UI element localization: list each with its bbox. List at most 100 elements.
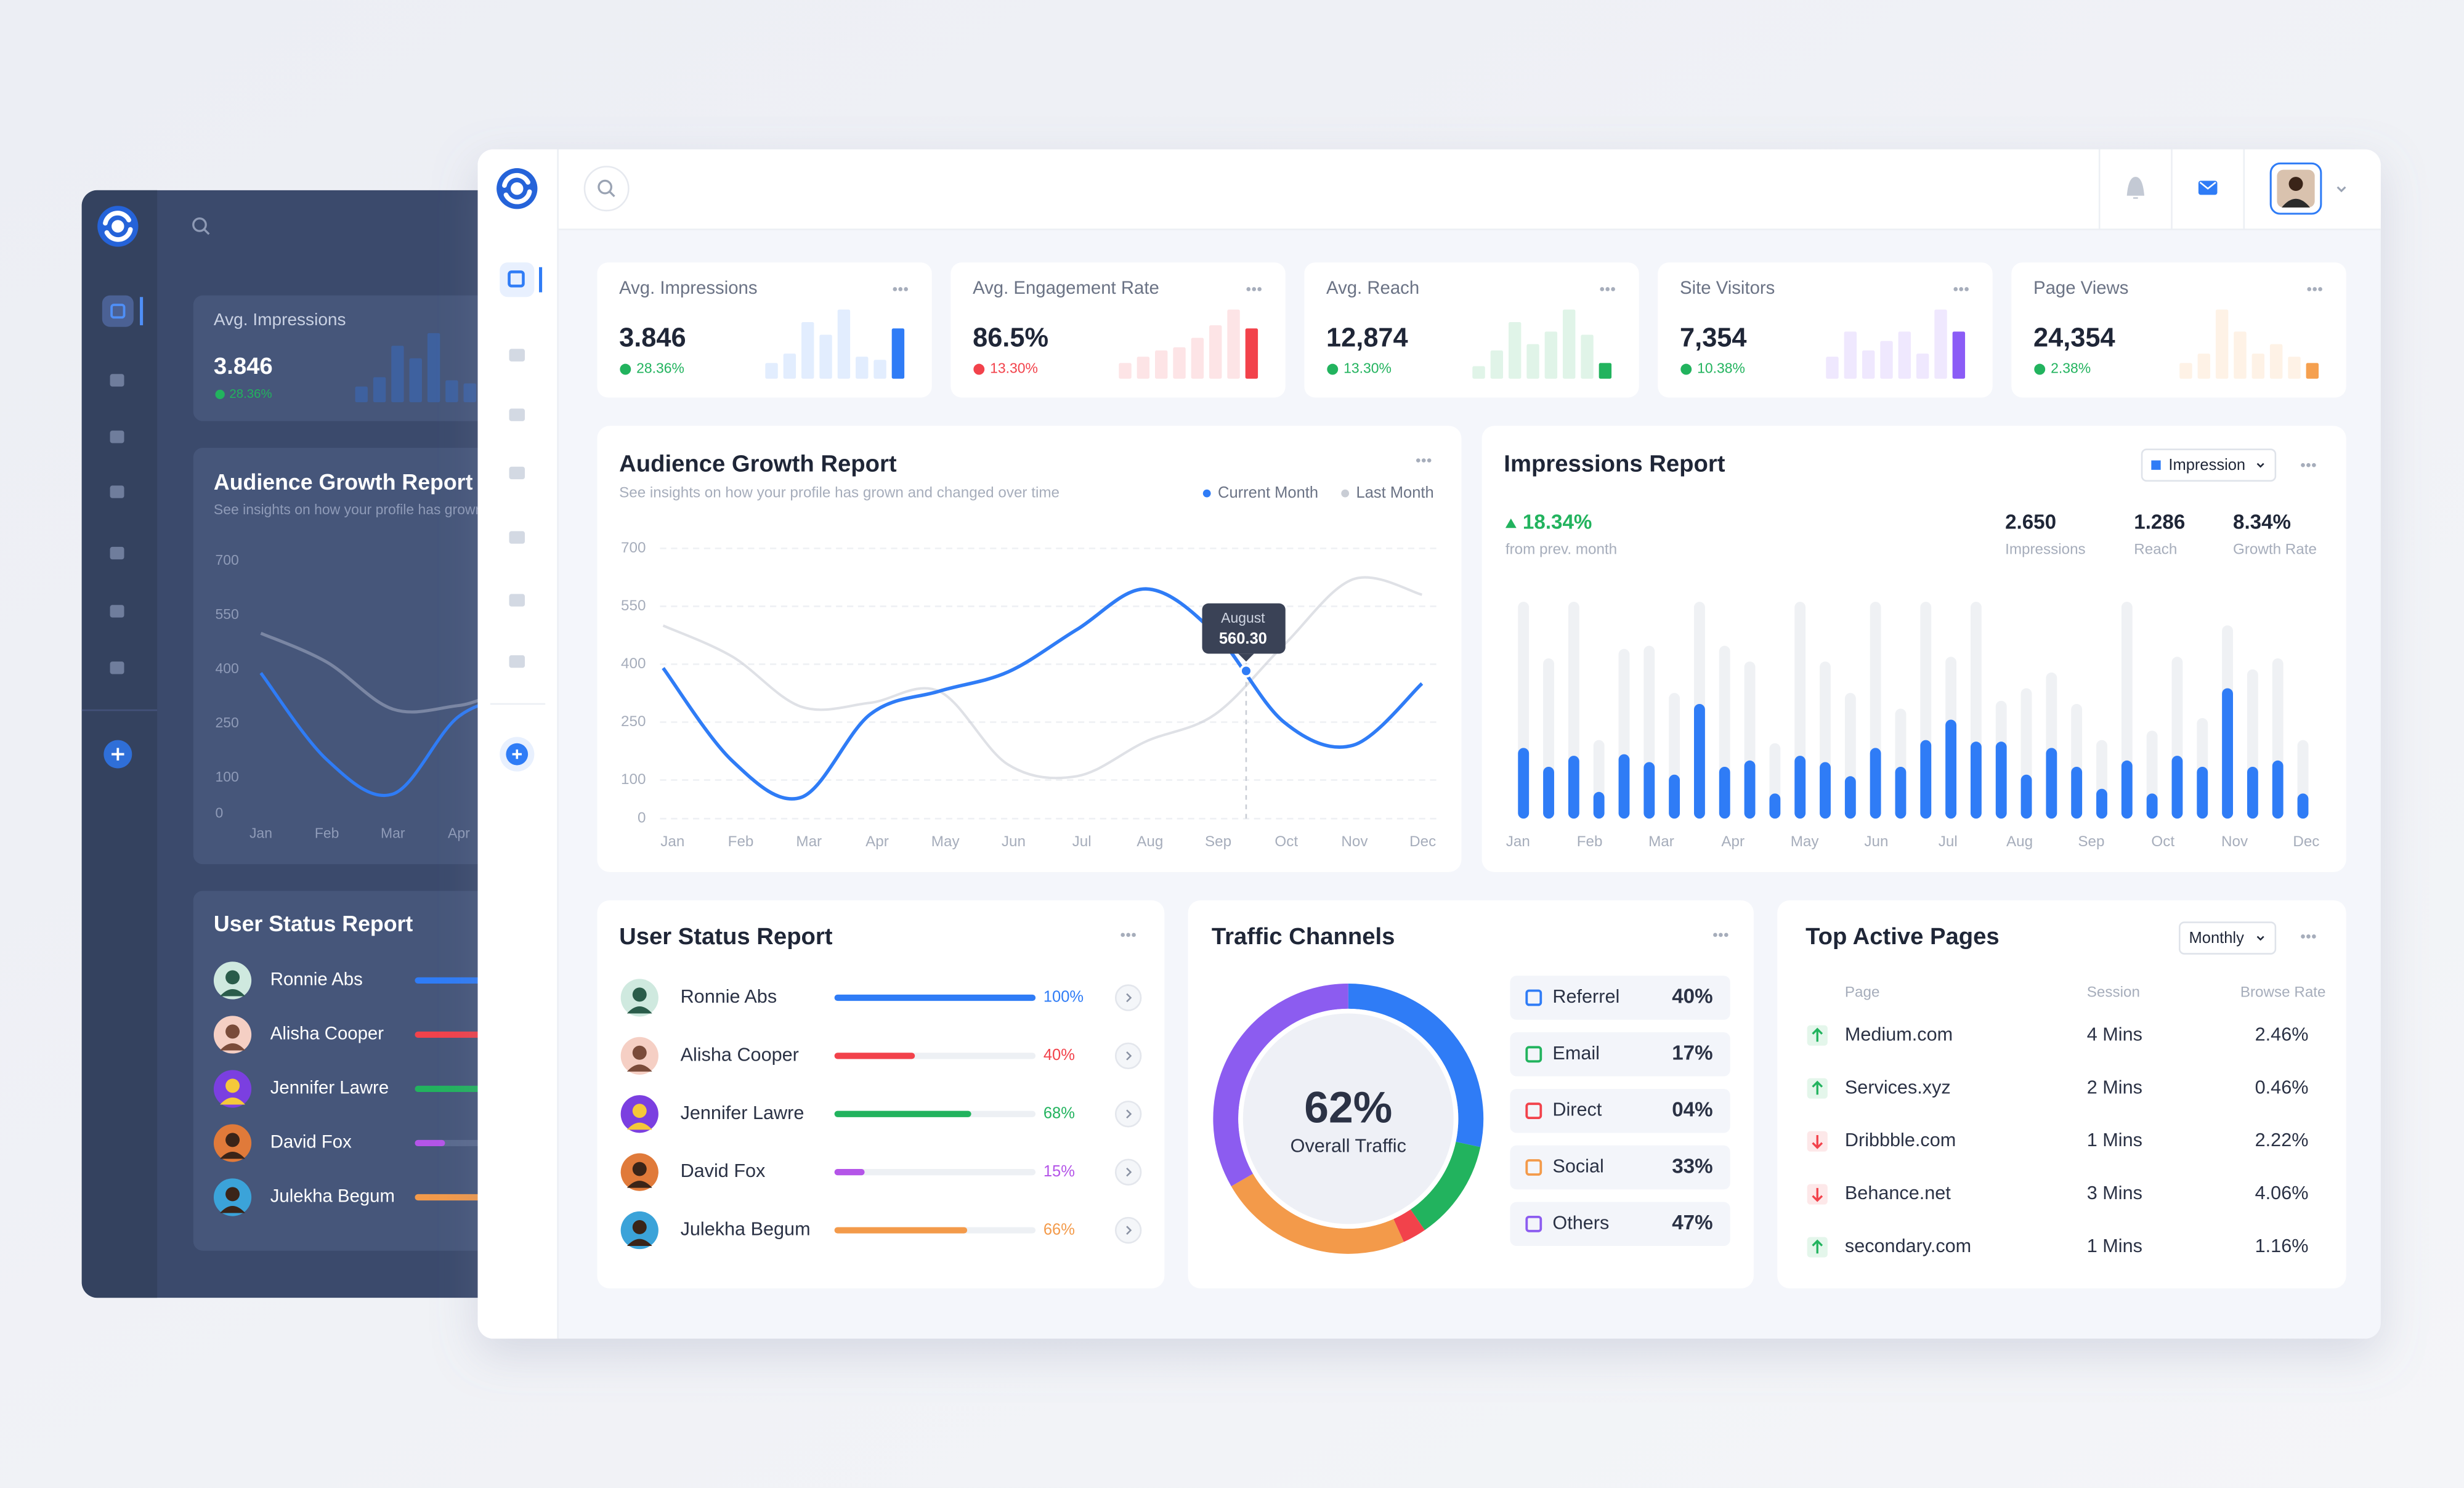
user-progress xyxy=(834,1169,865,1176)
menu-dot xyxy=(1605,287,1610,291)
user-detail-button[interactable] xyxy=(1114,984,1142,1011)
search-icon[interactable] xyxy=(598,179,615,198)
user-percent: 15% xyxy=(1044,1163,1075,1180)
kpi-mini-bar xyxy=(2234,331,2247,379)
kpi-mini-bar xyxy=(463,383,476,403)
line-series xyxy=(259,597,553,798)
more-menu[interactable] xyxy=(2301,934,2316,939)
nav-icon[interactable] xyxy=(110,485,124,498)
user-name: Jennifer Lawre xyxy=(270,1078,389,1098)
nav-icon[interactable] xyxy=(110,605,124,618)
nav-icon[interactable] xyxy=(110,374,124,387)
legend-label: Email xyxy=(1552,1043,1600,1064)
legend-value: 04% xyxy=(1672,1098,1712,1121)
user-percent: 100% xyxy=(1044,989,1084,1006)
column-header: Browse Rate xyxy=(2240,984,2326,1001)
x-tick-label: Jul xyxy=(1939,833,1958,850)
legend-label: Others xyxy=(1552,1212,1609,1233)
kpi-mini-bar xyxy=(765,363,778,379)
kpi-title: Avg. Engagement Rate xyxy=(973,278,1159,298)
logo-core xyxy=(111,220,124,233)
kpi-mini-bar xyxy=(1227,309,1240,379)
menu-dot xyxy=(2306,463,2311,467)
kpi-change: 28.36% xyxy=(229,387,272,401)
notification-bell[interactable] xyxy=(2126,177,2144,199)
page-session: 3 Mins xyxy=(2087,1183,2142,1203)
x-tick-label: Feb xyxy=(1577,833,1603,850)
nav-icon[interactable] xyxy=(110,431,124,443)
nav-icon[interactable] xyxy=(509,466,525,480)
more-menu[interactable] xyxy=(1600,287,1615,291)
user-detail-button[interactable] xyxy=(1114,1216,1142,1244)
profile-chevron[interactable] xyxy=(2336,186,2346,193)
legend-swatch xyxy=(1525,1102,1542,1120)
nav-active[interactable] xyxy=(102,295,134,327)
kpi-mini-bar xyxy=(445,380,458,403)
nav-icon[interactable] xyxy=(509,594,525,607)
user-status-card: User Status Report Ronnie Abs 100% Alisha C… xyxy=(597,900,1165,1288)
avatar-head xyxy=(225,1133,240,1147)
x-tick-label: Dec xyxy=(2293,833,2319,850)
avatar-head xyxy=(632,1162,647,1176)
x-tick-label: Jul xyxy=(1072,833,1092,850)
top-pages-card: Top Active Pages Monthly Page Session Browse… xyxy=(1777,900,2346,1288)
bar xyxy=(1719,766,1730,819)
x-tick-label: Aug xyxy=(2006,833,2033,850)
trend-arrow xyxy=(1812,1187,1823,1202)
kpi-change-dot xyxy=(1680,363,1692,375)
bar xyxy=(2046,748,2057,819)
x-tick-label: Nov xyxy=(1341,833,1368,850)
dropdown-chevron xyxy=(2256,936,2264,941)
traffic-card: Traffic Channels 62%Overall Traffic Referr… xyxy=(1188,900,1754,1288)
more-menu[interactable] xyxy=(1246,287,1262,291)
kpi-card: Avg. Engagement Rate 86.5% 13.30% xyxy=(950,262,1286,398)
menu-dot xyxy=(2301,934,2305,939)
more-menu[interactable] xyxy=(2301,463,2316,467)
user-detail-button[interactable] xyxy=(1114,1101,1142,1128)
search-icon[interactable] xyxy=(192,217,210,235)
menu-dot xyxy=(2318,287,2322,291)
user-progress xyxy=(415,1031,496,1038)
search-lens xyxy=(598,179,613,195)
user-name: Julekha Begum xyxy=(681,1219,811,1240)
kpi-mini-bar xyxy=(1844,331,1857,379)
kpi-value: 3.846 xyxy=(619,323,686,353)
search-button[interactable] xyxy=(583,166,630,212)
trend-arrow xyxy=(1812,1134,1823,1149)
nav-icon[interactable] xyxy=(509,349,525,362)
donut-segment xyxy=(1213,984,1348,1187)
kpi-card: Avg. Reach 12,874 13.30% xyxy=(1304,262,1639,398)
user-detail-button[interactable] xyxy=(1114,1042,1142,1070)
nav-icon[interactable] xyxy=(110,546,124,560)
kpi-change: 13.30% xyxy=(1343,360,1392,376)
period-dropdown[interactable]: Monthly xyxy=(2178,921,2277,955)
dropdown-chevron xyxy=(2256,463,2264,468)
more-menu[interactable] xyxy=(893,287,908,291)
nav-icon[interactable] xyxy=(110,661,124,674)
user-detail-button[interactable] xyxy=(1114,1158,1142,1186)
avatar xyxy=(213,1178,252,1216)
more-menu[interactable] xyxy=(2307,287,2322,291)
card-title: User Status Report xyxy=(214,912,413,936)
more-menu[interactable] xyxy=(1416,458,1432,463)
user-name: Jennifer Lawre xyxy=(681,1102,804,1123)
stat-value: 2.650 xyxy=(2005,511,2056,533)
kpi-mini-bar xyxy=(1880,341,1893,379)
more-menu[interactable] xyxy=(1121,932,1136,937)
more-menu[interactable] xyxy=(1713,932,1728,937)
user-detail-chevron xyxy=(1126,1167,1132,1177)
change-value: 18.34% xyxy=(1523,511,1592,533)
avatar xyxy=(213,961,252,1000)
nav-icon[interactable] xyxy=(509,408,525,421)
x-tick-label: Mar xyxy=(381,825,405,841)
kpi-title: Avg. Reach xyxy=(1326,278,1419,298)
kpi-value: 12,874 xyxy=(1326,323,1408,353)
nav-icon[interactable] xyxy=(509,655,525,668)
menu-dot xyxy=(1719,932,1723,937)
dropdown-label: Monthly xyxy=(2189,929,2245,947)
impression-dropdown[interactable]: Impression xyxy=(2141,448,2277,482)
nav-active[interactable] xyxy=(500,262,535,297)
more-menu[interactable] xyxy=(1953,287,1969,291)
avatar-body xyxy=(626,1006,652,1014)
nav-icon[interactable] xyxy=(509,531,525,544)
